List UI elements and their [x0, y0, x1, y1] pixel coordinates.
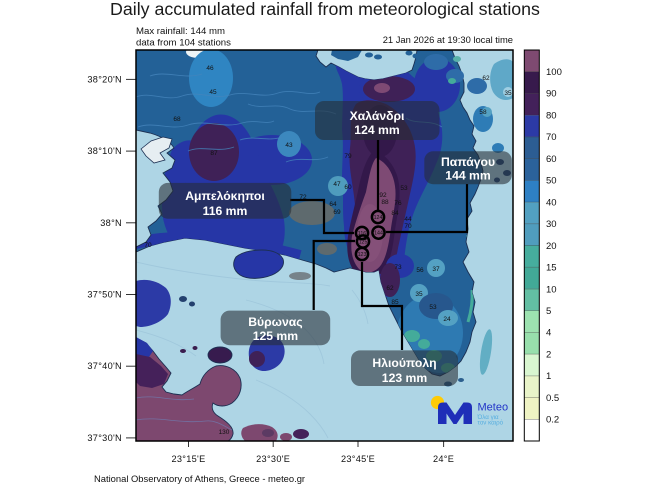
- svg-text:30: 30: [546, 219, 557, 230]
- svg-text:Ηλιούπολη: Ηλιούπολη: [372, 356, 436, 370]
- svg-text:70: 70: [144, 242, 152, 249]
- svg-text:10: 10: [546, 284, 557, 295]
- svg-text:92: 92: [379, 192, 387, 199]
- svg-text:88: 88: [381, 199, 389, 206]
- svg-text:58: 58: [479, 109, 487, 116]
- svg-text:125: 125: [359, 240, 368, 246]
- svg-text:76: 76: [394, 200, 402, 207]
- svg-text:data from 104 stations: data from 104 stations: [136, 38, 231, 49]
- svg-text:70: 70: [404, 223, 412, 230]
- svg-text:24: 24: [443, 316, 451, 323]
- svg-text:100: 100: [546, 67, 562, 78]
- svg-text:53: 53: [429, 304, 437, 311]
- svg-text:144: 144: [374, 231, 383, 237]
- svg-text:37°50'N: 37°50'N: [87, 290, 122, 300]
- svg-text:Max rainfall: 144 mm: Max rainfall: 144 mm: [136, 26, 225, 37]
- svg-text:21 Jan 2026 at 19:30 local tim: 21 Jan 2026 at 19:30 local time: [383, 34, 513, 45]
- svg-text:23°30'E: 23°30'E: [256, 454, 290, 464]
- svg-text:130: 130: [219, 429, 230, 436]
- svg-text:84: 84: [391, 210, 399, 217]
- svg-text:68: 68: [173, 116, 181, 123]
- svg-text:123 mm: 123 mm: [382, 371, 428, 385]
- svg-text:80: 80: [546, 111, 557, 122]
- svg-text:40: 40: [546, 197, 557, 208]
- svg-text:Χαλάνδρι: Χαλάνδρι: [350, 109, 405, 123]
- svg-text:35: 35: [504, 90, 512, 97]
- svg-text:70: 70: [546, 132, 557, 143]
- svg-text:38°N: 38°N: [100, 218, 122, 228]
- svg-text:38°20'N: 38°20'N: [87, 74, 122, 84]
- svg-text:124: 124: [374, 215, 383, 221]
- svg-text:Αμπελόκηποι: Αμπελόκηποι: [185, 189, 265, 203]
- svg-text:62: 62: [482, 75, 490, 82]
- svg-text:87: 87: [210, 150, 218, 157]
- svg-text:38°10'N: 38°10'N: [87, 146, 122, 156]
- svg-text:144 mm: 144 mm: [445, 169, 491, 183]
- svg-text:43: 43: [285, 142, 293, 149]
- svg-text:37°40'N: 37°40'N: [87, 361, 122, 371]
- svg-text:46: 46: [206, 65, 214, 72]
- svg-text:4: 4: [546, 328, 551, 339]
- svg-text:124 mm: 124 mm: [354, 123, 400, 137]
- svg-text:116 mm: 116 mm: [203, 204, 248, 218]
- svg-text:1: 1: [546, 371, 551, 382]
- svg-text:Όλα για: Όλα για: [477, 414, 500, 421]
- svg-text:56: 56: [416, 267, 424, 274]
- svg-text:45: 45: [209, 89, 217, 96]
- svg-text:50: 50: [546, 176, 557, 187]
- svg-text:79: 79: [344, 153, 352, 160]
- svg-text:47: 47: [333, 181, 341, 188]
- svg-text:20: 20: [546, 241, 557, 252]
- svg-text:0.2: 0.2: [546, 415, 559, 426]
- svg-text:National Observatory of Athens: National Observatory of Athens, Greece -…: [94, 473, 305, 484]
- svg-text:73: 73: [394, 264, 402, 271]
- svg-text:53: 53: [400, 185, 408, 192]
- svg-text:Παπάγου: Παπάγου: [441, 155, 495, 169]
- svg-text:90: 90: [546, 89, 557, 100]
- svg-text:37: 37: [432, 266, 440, 273]
- svg-text:60: 60: [546, 154, 557, 165]
- svg-text:69: 69: [333, 209, 341, 216]
- svg-text:85: 85: [391, 299, 399, 306]
- svg-text:37°30'N: 37°30'N: [87, 433, 122, 443]
- svg-text:Βύρωνας: Βύρωνας: [248, 315, 302, 329]
- svg-text:23°45'E: 23°45'E: [341, 454, 375, 464]
- svg-text:64: 64: [329, 201, 337, 208]
- svg-text:24°E: 24°E: [433, 454, 454, 464]
- svg-text:Daily accumulated rainfall fro: Daily accumulated rainfall from meteorol…: [110, 0, 540, 19]
- svg-text:116: 116: [358, 231, 366, 237]
- svg-text:Meteo: Meteo: [478, 402, 509, 414]
- svg-text:35: 35: [415, 291, 423, 298]
- svg-text:τον καιρό: τον καιρό: [478, 420, 504, 427]
- svg-text:60: 60: [344, 184, 352, 191]
- svg-text:125 mm: 125 mm: [253, 329, 299, 343]
- svg-text:0.5: 0.5: [546, 393, 559, 404]
- svg-text:44: 44: [404, 216, 412, 223]
- svg-text:62: 62: [386, 285, 394, 292]
- svg-text:23°15'E: 23°15'E: [171, 454, 205, 464]
- svg-text:72: 72: [299, 194, 307, 201]
- svg-text:123: 123: [358, 252, 367, 258]
- svg-text:15: 15: [546, 263, 557, 274]
- svg-text:5: 5: [546, 306, 551, 317]
- svg-text:2: 2: [546, 349, 551, 360]
